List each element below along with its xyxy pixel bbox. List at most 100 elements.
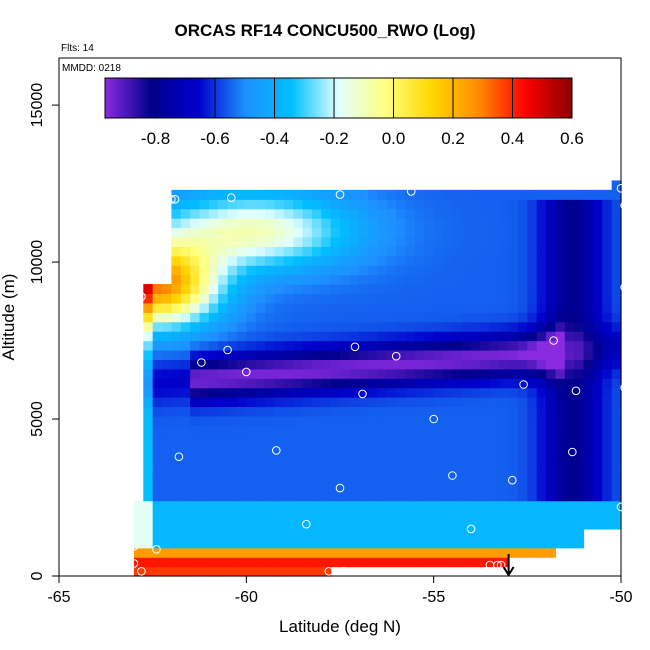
heatmap-cell <box>471 321 482 332</box>
heatmap-cell <box>396 444 407 455</box>
heatmap-cell <box>255 387 266 398</box>
heatmap-cell <box>414 368 425 379</box>
heatmap-cell <box>321 500 332 511</box>
heatmap-cell <box>546 302 557 313</box>
colorbar-segment <box>137 78 141 118</box>
heatmap-cell <box>330 528 341 539</box>
heatmap-cell <box>536 538 547 549</box>
heatmap-cell <box>340 481 350 492</box>
heatmap-cell <box>536 547 547 558</box>
heatmap-cell <box>433 255 444 266</box>
heatmap-cell <box>293 462 304 473</box>
heatmap-cell <box>527 293 538 304</box>
colorbar-segment <box>142 78 146 118</box>
heatmap-cell <box>499 378 510 389</box>
heatmap-cell <box>499 312 510 323</box>
heatmap-cell <box>564 415 575 426</box>
heatmap-cell <box>152 538 163 549</box>
heatmap-cell <box>602 246 613 257</box>
heatmap-cell <box>180 415 191 426</box>
heatmap-cell <box>199 368 210 379</box>
heatmap-cell <box>236 284 247 295</box>
heatmap-cell <box>452 368 463 379</box>
heatmap-cell <box>602 199 613 210</box>
heatmap-cell <box>574 312 585 323</box>
heatmap-cell <box>592 453 603 464</box>
heatmap-cell <box>152 331 163 342</box>
heatmap-cell <box>358 368 369 379</box>
colorbar-segment <box>149 78 153 118</box>
heatmap-cell <box>246 208 257 219</box>
heatmap-cell <box>574 491 585 502</box>
heatmap-cell <box>546 415 557 426</box>
heatmap-cell <box>265 481 276 492</box>
heatmap-cell <box>302 519 313 530</box>
heatmap-cell <box>517 321 528 332</box>
heatmap-cell <box>602 359 613 370</box>
heatmap-cell <box>546 491 557 502</box>
heatmap-cell <box>218 368 229 379</box>
heatmap-cell <box>592 302 603 313</box>
heatmap-cell <box>190 368 201 379</box>
heatmap-cell <box>499 406 510 417</box>
heatmap-cell <box>199 218 210 229</box>
x-axis-label: Latitude (deg N) <box>279 617 401 636</box>
heatmap-cell <box>433 528 444 539</box>
heatmap-cell <box>265 368 276 379</box>
heatmap-cell <box>349 208 360 219</box>
heatmap-cell <box>592 491 603 502</box>
heatmap-cell <box>274 284 285 295</box>
heatmap-cell <box>611 397 622 408</box>
colorbar-segment <box>515 78 519 118</box>
heatmap-cell <box>424 500 435 511</box>
heatmap-cell <box>162 519 172 530</box>
heatmap-cell <box>443 302 453 313</box>
heatmap-cell <box>461 227 472 238</box>
heatmap-cell <box>265 547 276 558</box>
heatmap-cell <box>574 359 585 370</box>
colorbar-segment <box>298 78 302 118</box>
colorbar-segment <box>380 78 384 118</box>
heatmap-cell <box>583 519 594 530</box>
flight-point <box>466 524 476 534</box>
direction-arrow <box>502 554 515 577</box>
heatmap-cell <box>358 510 369 521</box>
heatmap-cell <box>246 274 257 285</box>
colorbar-segment <box>457 78 461 118</box>
heatmap-cell <box>162 472 172 483</box>
heatmap-cell <box>480 557 491 568</box>
heatmap-cell <box>574 406 585 417</box>
heatmap-cell <box>564 265 575 276</box>
heatmap-cell <box>396 462 407 473</box>
colorbar-segment <box>555 78 559 118</box>
heatmap-cell <box>527 189 538 200</box>
heatmap-cell <box>461 538 472 549</box>
colorbar-segment <box>126 78 129 118</box>
heatmap-cell <box>246 218 257 229</box>
heatmap-cell <box>489 453 500 464</box>
heatmap-cell <box>508 434 519 445</box>
heatmap-cell <box>255 547 266 558</box>
heatmap-cell <box>162 340 172 351</box>
heatmap-cell <box>564 519 575 530</box>
heatmap-cell <box>452 481 463 492</box>
heatmap-cell <box>302 444 313 455</box>
heatmap-cell <box>171 321 182 332</box>
colorbar-segment <box>270 78 274 118</box>
colorbar-segment <box>172 78 176 118</box>
heatmap-cell <box>208 472 219 483</box>
heatmap-cell <box>546 547 557 558</box>
heatmap-cell <box>583 331 594 342</box>
heatmap-cell <box>377 462 388 473</box>
heatmap-cell <box>293 472 304 483</box>
heatmap-cell <box>246 528 257 539</box>
heatmap-cell <box>527 218 538 229</box>
heatmap-cell <box>564 500 575 511</box>
heatmap-cell <box>405 368 416 379</box>
heatmap-cell <box>527 274 538 285</box>
colorbar-segment <box>175 78 178 118</box>
heatmap-cell <box>574 462 585 473</box>
heatmap-cell <box>321 444 332 455</box>
heatmap-cell <box>377 491 388 502</box>
heatmap-cell <box>433 227 444 238</box>
